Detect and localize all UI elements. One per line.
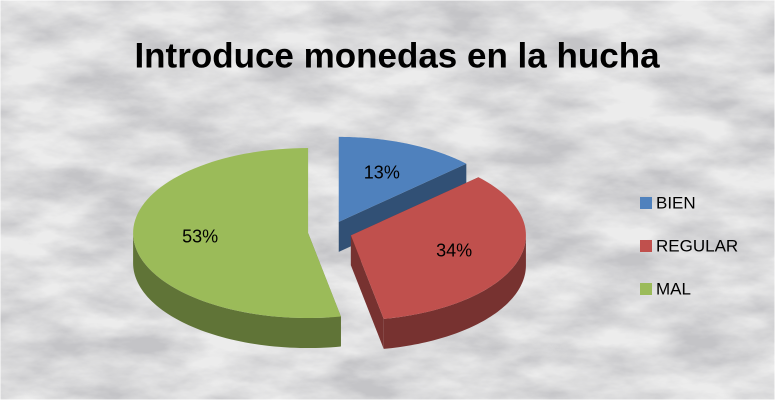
- chart-title: Introduce monedas en la hucha: [134, 36, 660, 75]
- pie: 13% 53% 34%: [133, 136, 526, 349]
- slice-cut-face: [350, 235, 384, 349]
- legend-swatch: [640, 240, 652, 252]
- legend-label: BIEN: [656, 193, 696, 212]
- slice: [350, 177, 526, 319]
- data-label: 53%: [182, 227, 218, 247]
- legend-swatch: [640, 283, 652, 295]
- legend-swatch: [640, 197, 652, 209]
- slice: [133, 148, 341, 319]
- slice-side: [133, 233, 341, 349]
- legend-label: REGULAR: [656, 236, 738, 255]
- legend: BIEN REGULAR MAL: [640, 193, 738, 298]
- slice-group: 53%: [133, 148, 341, 349]
- data-label: 34%: [436, 240, 472, 260]
- slice: [338, 136, 467, 222]
- data-label: 13%: [364, 162, 400, 182]
- legend-label: MAL: [656, 279, 691, 298]
- slice-side: [383, 235, 526, 349]
- slice-group: 34%: [350, 177, 526, 349]
